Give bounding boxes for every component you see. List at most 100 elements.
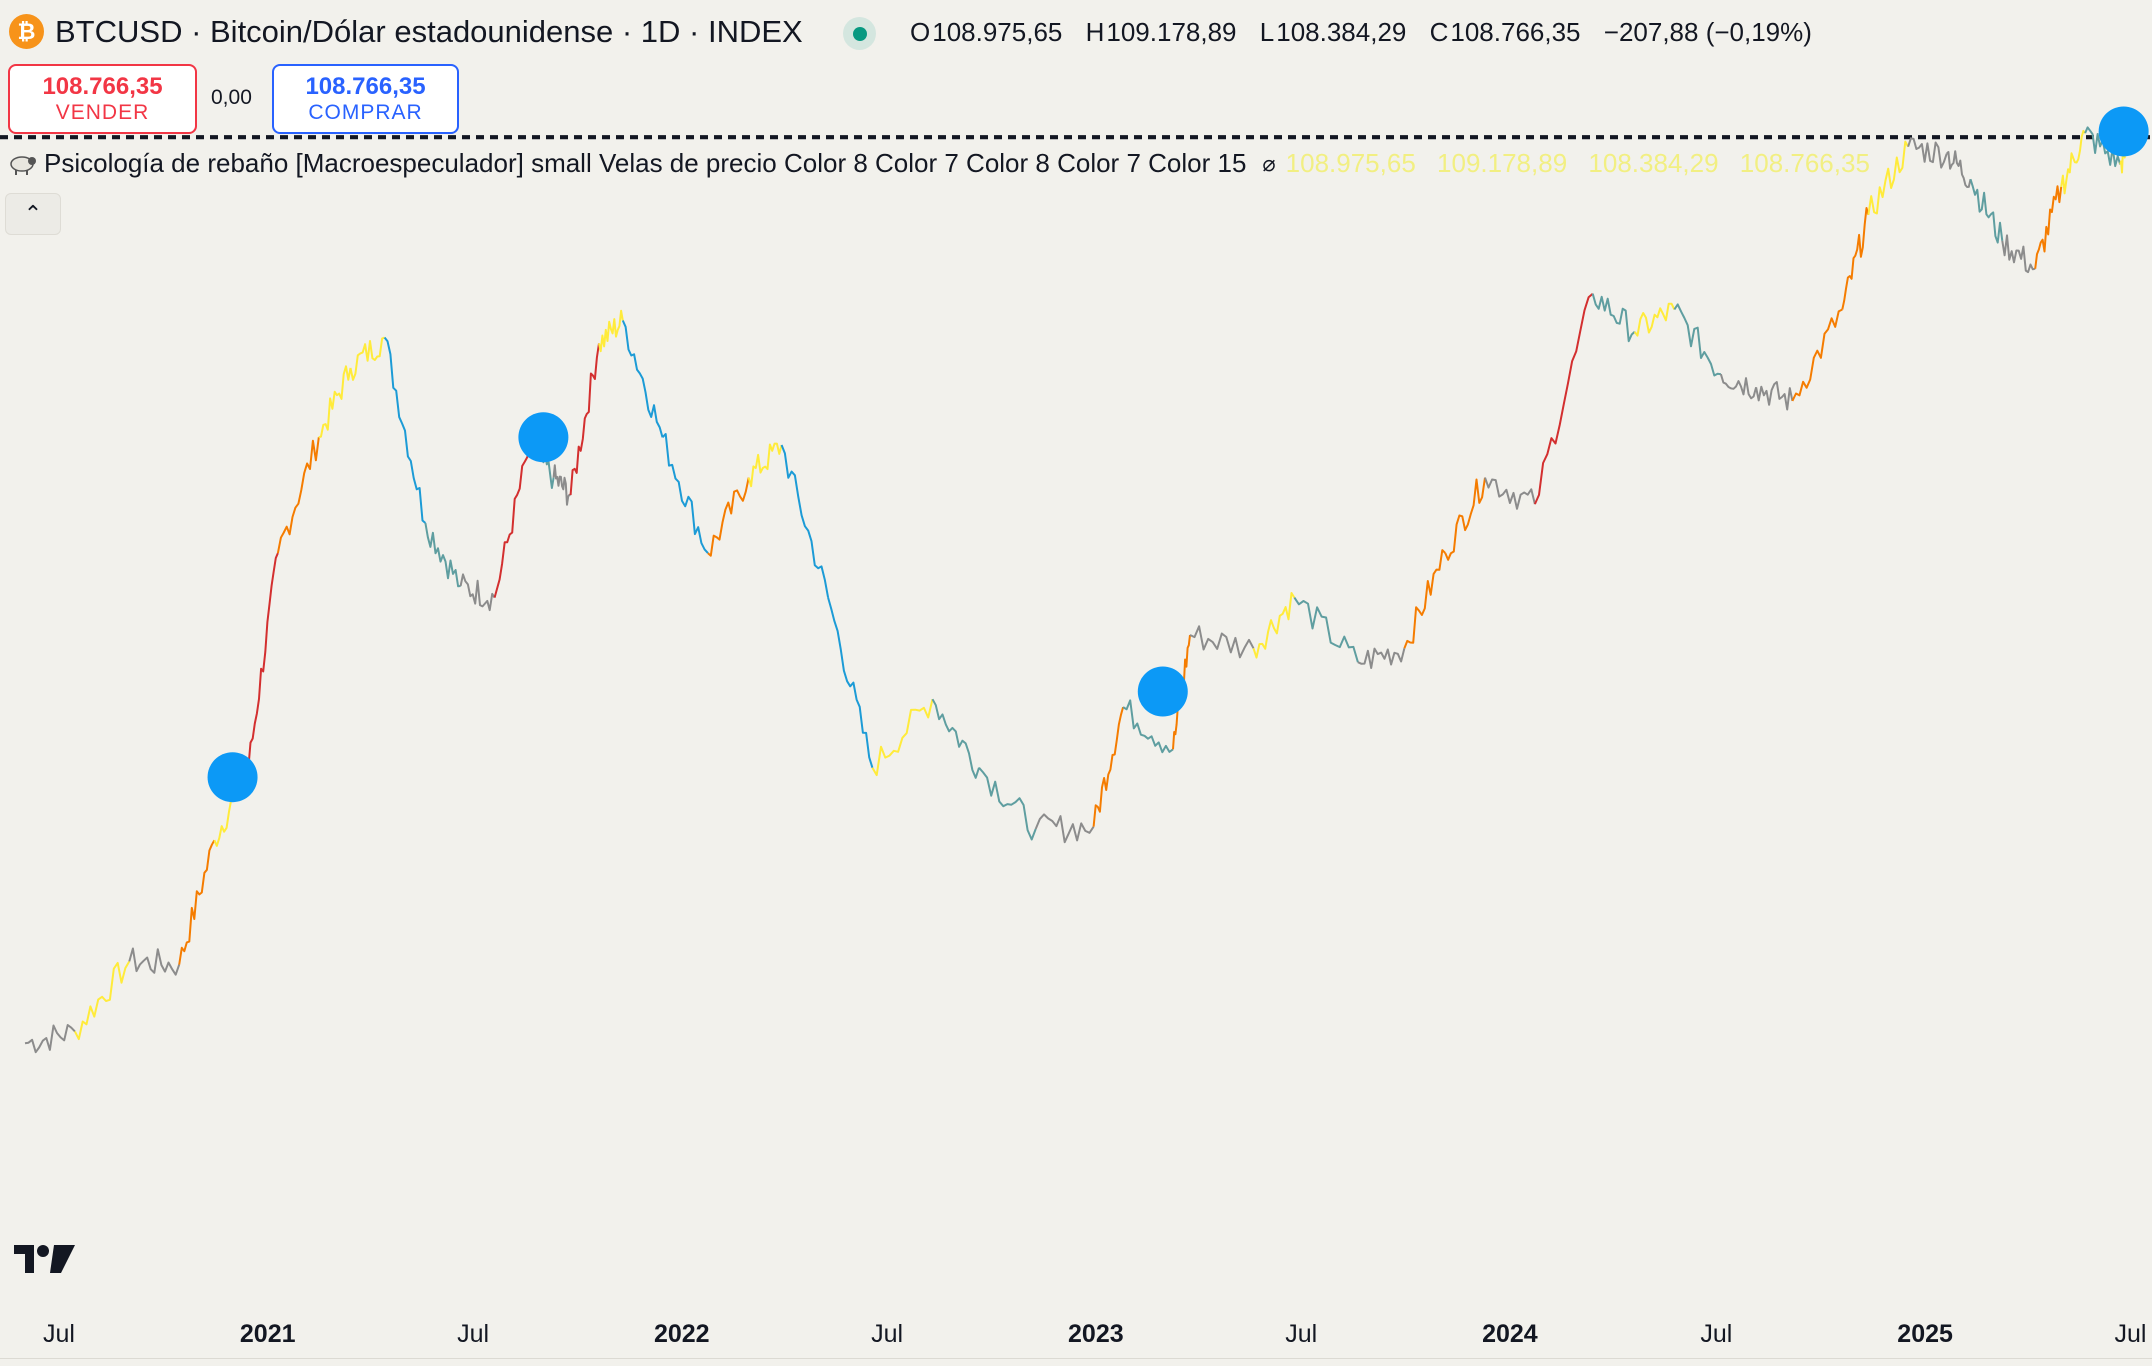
price-segment-42: [1755, 381, 1794, 411]
price-segment-32: [1293, 597, 1359, 663]
bitcoin-logo-icon: ₿: [9, 14, 44, 49]
price-segment-51: [2060, 129, 2086, 195]
time-axis-label: 2021: [239, 1320, 296, 1348]
open-value: 108.975,65: [932, 17, 1063, 47]
price-segment-9: [383, 336, 427, 524]
price-segment-44: [1841, 207, 1870, 310]
price-segment-27: [1092, 706, 1125, 827]
price-segment-8: [349, 336, 386, 381]
indicator-high: 109.178,89: [1437, 148, 1568, 178]
price-segment-38: [1591, 293, 1636, 343]
price-series: [24, 126, 2134, 1054]
price-segment-18: [661, 433, 709, 554]
price-segment-17: [621, 320, 664, 438]
buy-button[interactable]: 108.766,35 COMPRAR: [272, 64, 459, 134]
price-segment-2: [128, 947, 181, 976]
price-segment-37: [1533, 292, 1594, 505]
price-segment-40: [1673, 303, 1722, 377]
buy-label: COMPRAR: [308, 101, 423, 124]
price-segment-26: [1034, 813, 1095, 844]
indicator-legend[interactable]: Psicología de rebaño [Macroespeculador] …: [8, 148, 1884, 179]
signal-marker-3[interactable]: [2098, 106, 2149, 157]
time-axis-label: Jul: [457, 1320, 490, 1348]
indicator-values: 108.975,65 109.178,89 108.384,29 108.766…: [1286, 148, 1884, 179]
indicator-open: 108.975,65: [1285, 148, 1416, 178]
buy-price: 108.766,35: [305, 73, 426, 100]
price-segment-46: [1907, 137, 1948, 169]
price-segment-41: [1719, 373, 1758, 400]
signal-markers: [207, 106, 2149, 803]
time-axis-label: 2023: [1068, 1320, 1124, 1348]
price-segment-33: [1357, 647, 1406, 669]
price-segment-11: [459, 573, 496, 612]
indicator-close: 108.766,35: [1739, 148, 1870, 178]
price-segment-7: [318, 365, 352, 439]
price-segment-50: [2034, 185, 2063, 269]
price-segment-10: [424, 522, 461, 588]
signal-marker-1[interactable]: [518, 412, 569, 463]
time-axis-label: Jul: [1700, 1320, 1733, 1348]
price-segment-1: [74, 960, 131, 1041]
sell-button[interactable]: 108.766,35 VENDER: [8, 64, 197, 134]
time-axis-label: 2025: [1897, 1320, 1953, 1348]
time-axis-label: Jul: [43, 1320, 75, 1348]
sell-label: VENDER: [55, 101, 150, 124]
price-segment-12: [493, 444, 531, 598]
price-segment-5: [247, 552, 279, 768]
reference-price-lines: [0, 135, 2152, 140]
time-axis-label: Jul: [871, 1320, 904, 1348]
price-segment-30: [1189, 625, 1255, 659]
price-segment-49: [2001, 234, 2036, 274]
price-segment-34: [1403, 549, 1447, 649]
open-label: O: [910, 17, 931, 47]
market-status-icon[interactable]: [843, 17, 876, 50]
chevron-up-icon: ⌃: [23, 201, 43, 226]
price-segment-3: [178, 839, 216, 965]
price-segment-21: [780, 444, 830, 598]
price-segment-6: [276, 437, 320, 554]
indicator-low: 108.384,29: [1588, 148, 1719, 178]
price-segment-14: [552, 464, 571, 506]
time-axis-label: Jul: [2114, 1320, 2147, 1348]
sell-price: 108.766,35: [42, 73, 163, 100]
sheep-icon: [10, 155, 36, 175]
price-segment-36: [1484, 477, 1536, 510]
close-value: 108.766,35: [1450, 17, 1581, 47]
price-segment-35: [1444, 477, 1486, 561]
high-value: 109.178,89: [1106, 17, 1237, 47]
price-segment-19: [707, 477, 750, 557]
low-value: 108.384,29: [1276, 17, 1407, 47]
symbol-header: ₿ BTCUSD · Bitcoin/Dólar estadounidense …: [0, 0, 2152, 62]
price-segment-20: [747, 442, 783, 488]
symbol-title[interactable]: BTCUSD · Bitcoin/Dólar estadounidense · …: [55, 14, 803, 49]
price-segment-47: [1945, 150, 1972, 188]
price-segment-28: [1122, 699, 1174, 754]
price-segment-31: [1252, 592, 1296, 659]
indicator-name[interactable]: Psicología de rebaño [Macroespeculador] …: [44, 148, 1247, 178]
high-label: H: [1085, 17, 1105, 47]
tradingview-logo-icon[interactable]: [14, 1243, 78, 1277]
ohlc-readout: O108.975,65 H109.178,89 L108.384,29 C108…: [910, 17, 1828, 48]
price-segment-23: [871, 698, 934, 777]
axis-divider: [0, 1358, 2152, 1359]
price-segment-22: [827, 597, 874, 768]
spread-value: 0,00: [211, 86, 252, 109]
change-value: −207,88 (−0,19%): [1603, 17, 1812, 47]
price-segment-25: [978, 767, 1037, 841]
price-segment-24: [931, 698, 980, 779]
low-label: L: [1259, 17, 1275, 47]
time-axis-label: 2022: [653, 1320, 710, 1348]
signal-marker-0[interactable]: [207, 752, 258, 803]
price-segment-48: [1969, 178, 2004, 244]
close-label: C: [1429, 17, 1449, 47]
price-segment-15: [569, 343, 600, 496]
collapse-legend-button[interactable]: ⌃: [5, 193, 61, 235]
price-segment-39: [1633, 302, 1676, 337]
price-segment-0: [24, 1024, 76, 1054]
time-axis-label: 2024: [1482, 1320, 1538, 1348]
hidden-indicator-icon[interactable]: ⌀: [1262, 150, 1276, 176]
price-segment-45: [1867, 140, 1909, 216]
price-segment-43: [1791, 308, 1843, 402]
signal-marker-2[interactable]: [1137, 666, 1188, 717]
